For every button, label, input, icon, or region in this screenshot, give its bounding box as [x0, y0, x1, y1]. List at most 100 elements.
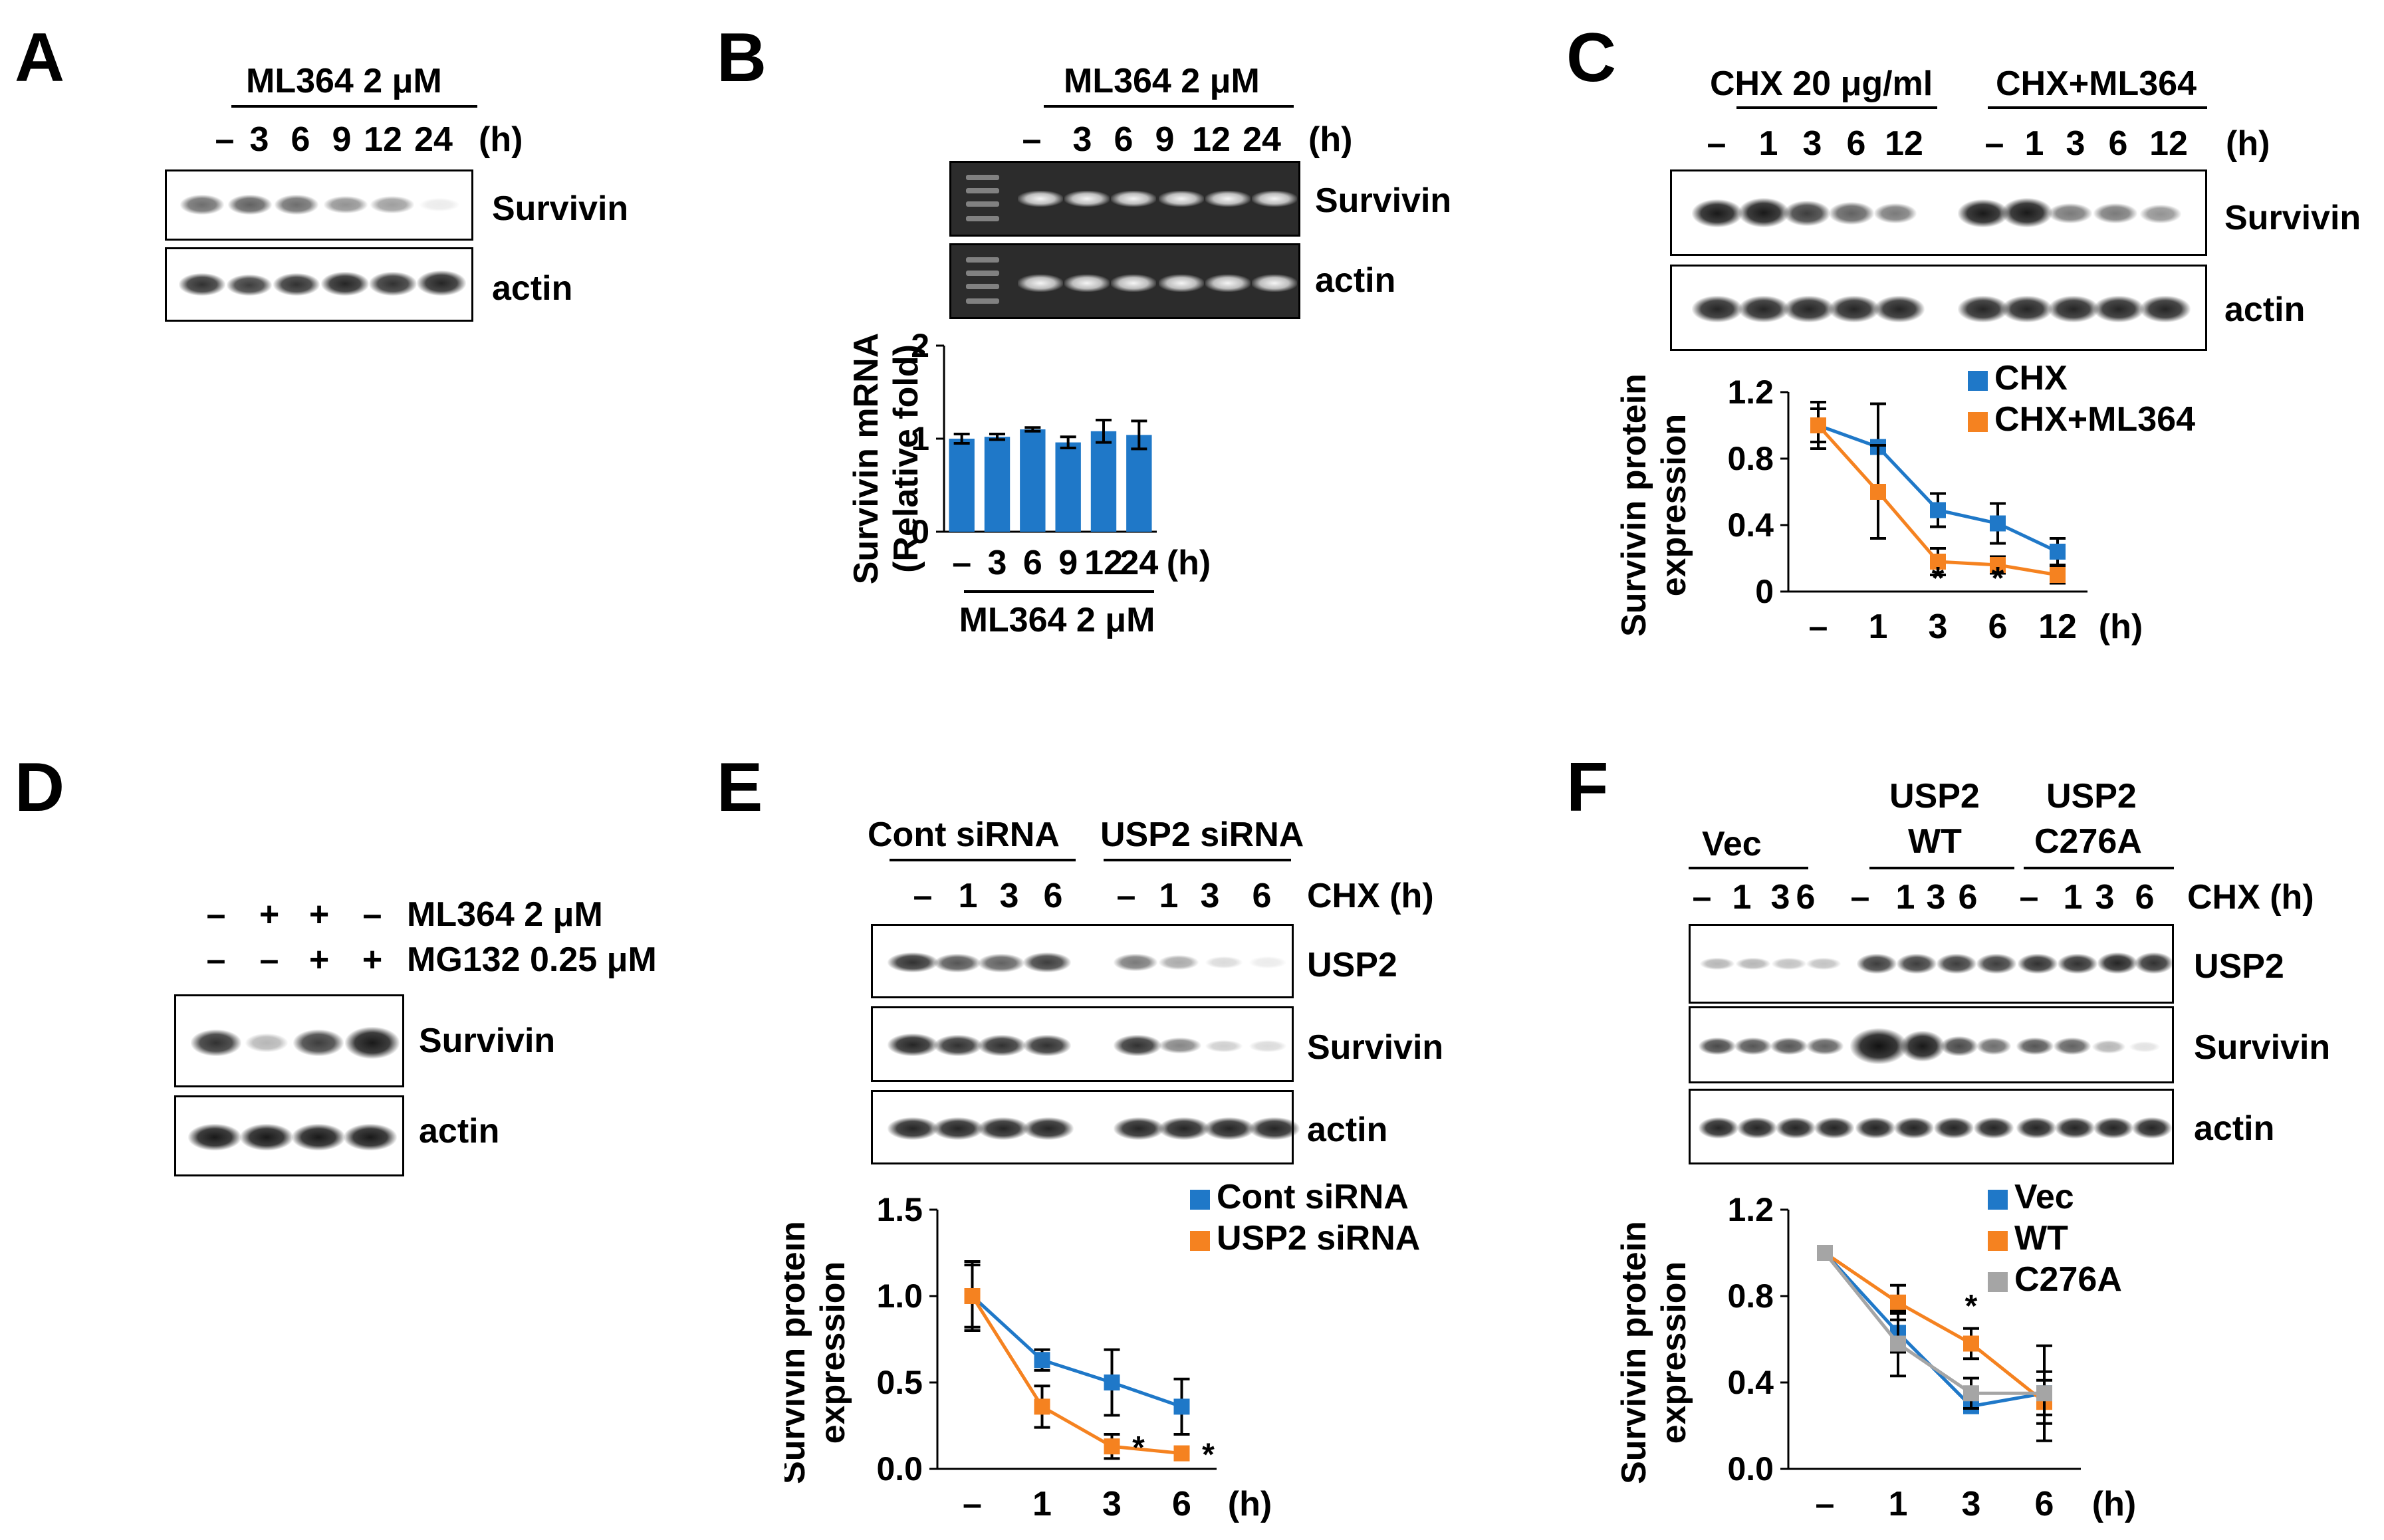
time-unit: (h) [1308, 120, 1353, 159]
lane-label: 3 [2066, 124, 2086, 163]
y-axis-label: Survivin mRNA [847, 333, 886, 585]
legend-label: C276A [2014, 1260, 2122, 1299]
group-label-c2: CHX+ML364 [1996, 64, 2197, 103]
blot-label: USP2 [2194, 947, 2284, 986]
treatment-underline-b [1044, 105, 1294, 108]
blot-actin [165, 247, 473, 322]
x-tick-label: 3 [1929, 607, 1948, 646]
blot-label: Survivin [2224, 199, 2361, 237]
blot-label: actin [492, 269, 573, 308]
lane-label: 6 [1796, 878, 1816, 917]
group-underline-f3 [2024, 867, 2174, 869]
series-line [971, 1295, 1183, 1408]
lane-label: – [2019, 878, 2039, 917]
blot-label: Survivin [419, 1022, 556, 1060]
sign-label: – [362, 895, 382, 934]
sign-label: + [308, 940, 330, 979]
panel-label-a: A [15, 19, 65, 96]
x-tick-label: 12 [1084, 544, 1123, 582]
x-tick-label: 24 [1120, 544, 1158, 582]
data-point [964, 1288, 981, 1304]
gel-survivin [949, 161, 1300, 237]
x-unit-label: (h) [2092, 1485, 2136, 1523]
y-tick-label: 1.5 [876, 1191, 923, 1228]
panel-label-d: D [15, 749, 65, 826]
lane-label: 12 [364, 120, 402, 159]
group-label-f1: Vec [1702, 825, 1762, 863]
sign-label: – [206, 940, 226, 979]
group-label-f3b: C276A [2034, 822, 2142, 861]
lane-label: 1 [1895, 878, 1915, 917]
lane-label: – [1850, 878, 1870, 917]
sign-label: + [362, 940, 383, 979]
data-point [1963, 1335, 1979, 1352]
treatment-label-b: ML364 2 μM [1064, 62, 1260, 100]
legend-swatch [1988, 1231, 2008, 1251]
lane-label: 24 [414, 120, 453, 159]
group-label-f3a: USP2 [2046, 777, 2137, 816]
legend-label: Vec [2014, 1183, 2074, 1216]
group-underline-c2 [1988, 106, 2207, 109]
lane-label: 6 [2135, 878, 2155, 917]
series-line [971, 1295, 1182, 1456]
blot-usp2 [1689, 924, 2174, 1004]
bar [1126, 435, 1152, 532]
lane-label: 1 [2063, 878, 2083, 917]
bar [1055, 442, 1081, 532]
blot-survivin [174, 994, 404, 1087]
y-tick-label: 0 [911, 513, 929, 550]
lane-label: – [1022, 120, 1042, 159]
group-label-f2a: USP2 [1889, 777, 1980, 816]
y-tick-label: 0.0 [876, 1450, 923, 1487]
data-point [1930, 554, 1946, 570]
lane-label: 3 [249, 120, 269, 159]
x-tick-label: 1 [1032, 1485, 1052, 1523]
y-tick-label: 2 [911, 332, 929, 364]
bar [949, 439, 975, 532]
legend-swatch [1190, 1190, 1210, 1210]
bar [1020, 429, 1046, 532]
x-tick-label: 3 [988, 544, 1007, 582]
legend-swatch [1988, 1272, 2008, 1292]
lane-label: 6 [1043, 877, 1063, 915]
lane-label: – [215, 120, 235, 159]
legend-swatch [1988, 1190, 2008, 1210]
x-tick-label: – [1816, 1485, 1835, 1523]
sign-label: – [259, 940, 279, 979]
time-unit: (h) [479, 120, 523, 159]
lane-label: – [1707, 124, 1727, 163]
blot-label: Survivin [492, 189, 629, 228]
lane-label: 9 [1155, 120, 1175, 159]
data-point [1990, 515, 2006, 532]
x-tick-label: 1 [1869, 607, 1888, 646]
lane-label: 6 [291, 120, 310, 159]
row-label-ml364: ML364 2 μM [407, 895, 603, 934]
data-point [2050, 567, 2066, 583]
significance-mark: * [1992, 561, 2004, 596]
data-point [1810, 417, 1826, 433]
lane-label: 12 [2149, 124, 2188, 163]
gel-actin [949, 243, 1300, 319]
group-label-e2: USP2 siRNA [1100, 816, 1304, 854]
sign-label: + [259, 895, 280, 934]
bar [984, 437, 1011, 532]
legend-swatch [1968, 371, 1988, 391]
y-tick-label: 0.0 [1727, 1450, 1774, 1487]
x-tick-label: 3 [1102, 1485, 1122, 1523]
x-tick-label: – [1809, 607, 1828, 646]
blot-survivin [871, 1006, 1294, 1082]
lane-label: 3 [1770, 878, 1790, 917]
data-point [1930, 502, 1946, 518]
lane-label: 1 [1159, 877, 1179, 915]
series-line [1818, 423, 2059, 554]
y-tick-label: 0 [1755, 573, 1774, 610]
x-tick-label: 9 [1058, 544, 1078, 582]
x-tick-label: 1 [1889, 1485, 1908, 1523]
data-point [1173, 1398, 1190, 1415]
lane-label: 1 [2024, 124, 2044, 163]
blot-label: actin [419, 1112, 500, 1151]
time-unit: CHX (h) [2187, 878, 2314, 917]
